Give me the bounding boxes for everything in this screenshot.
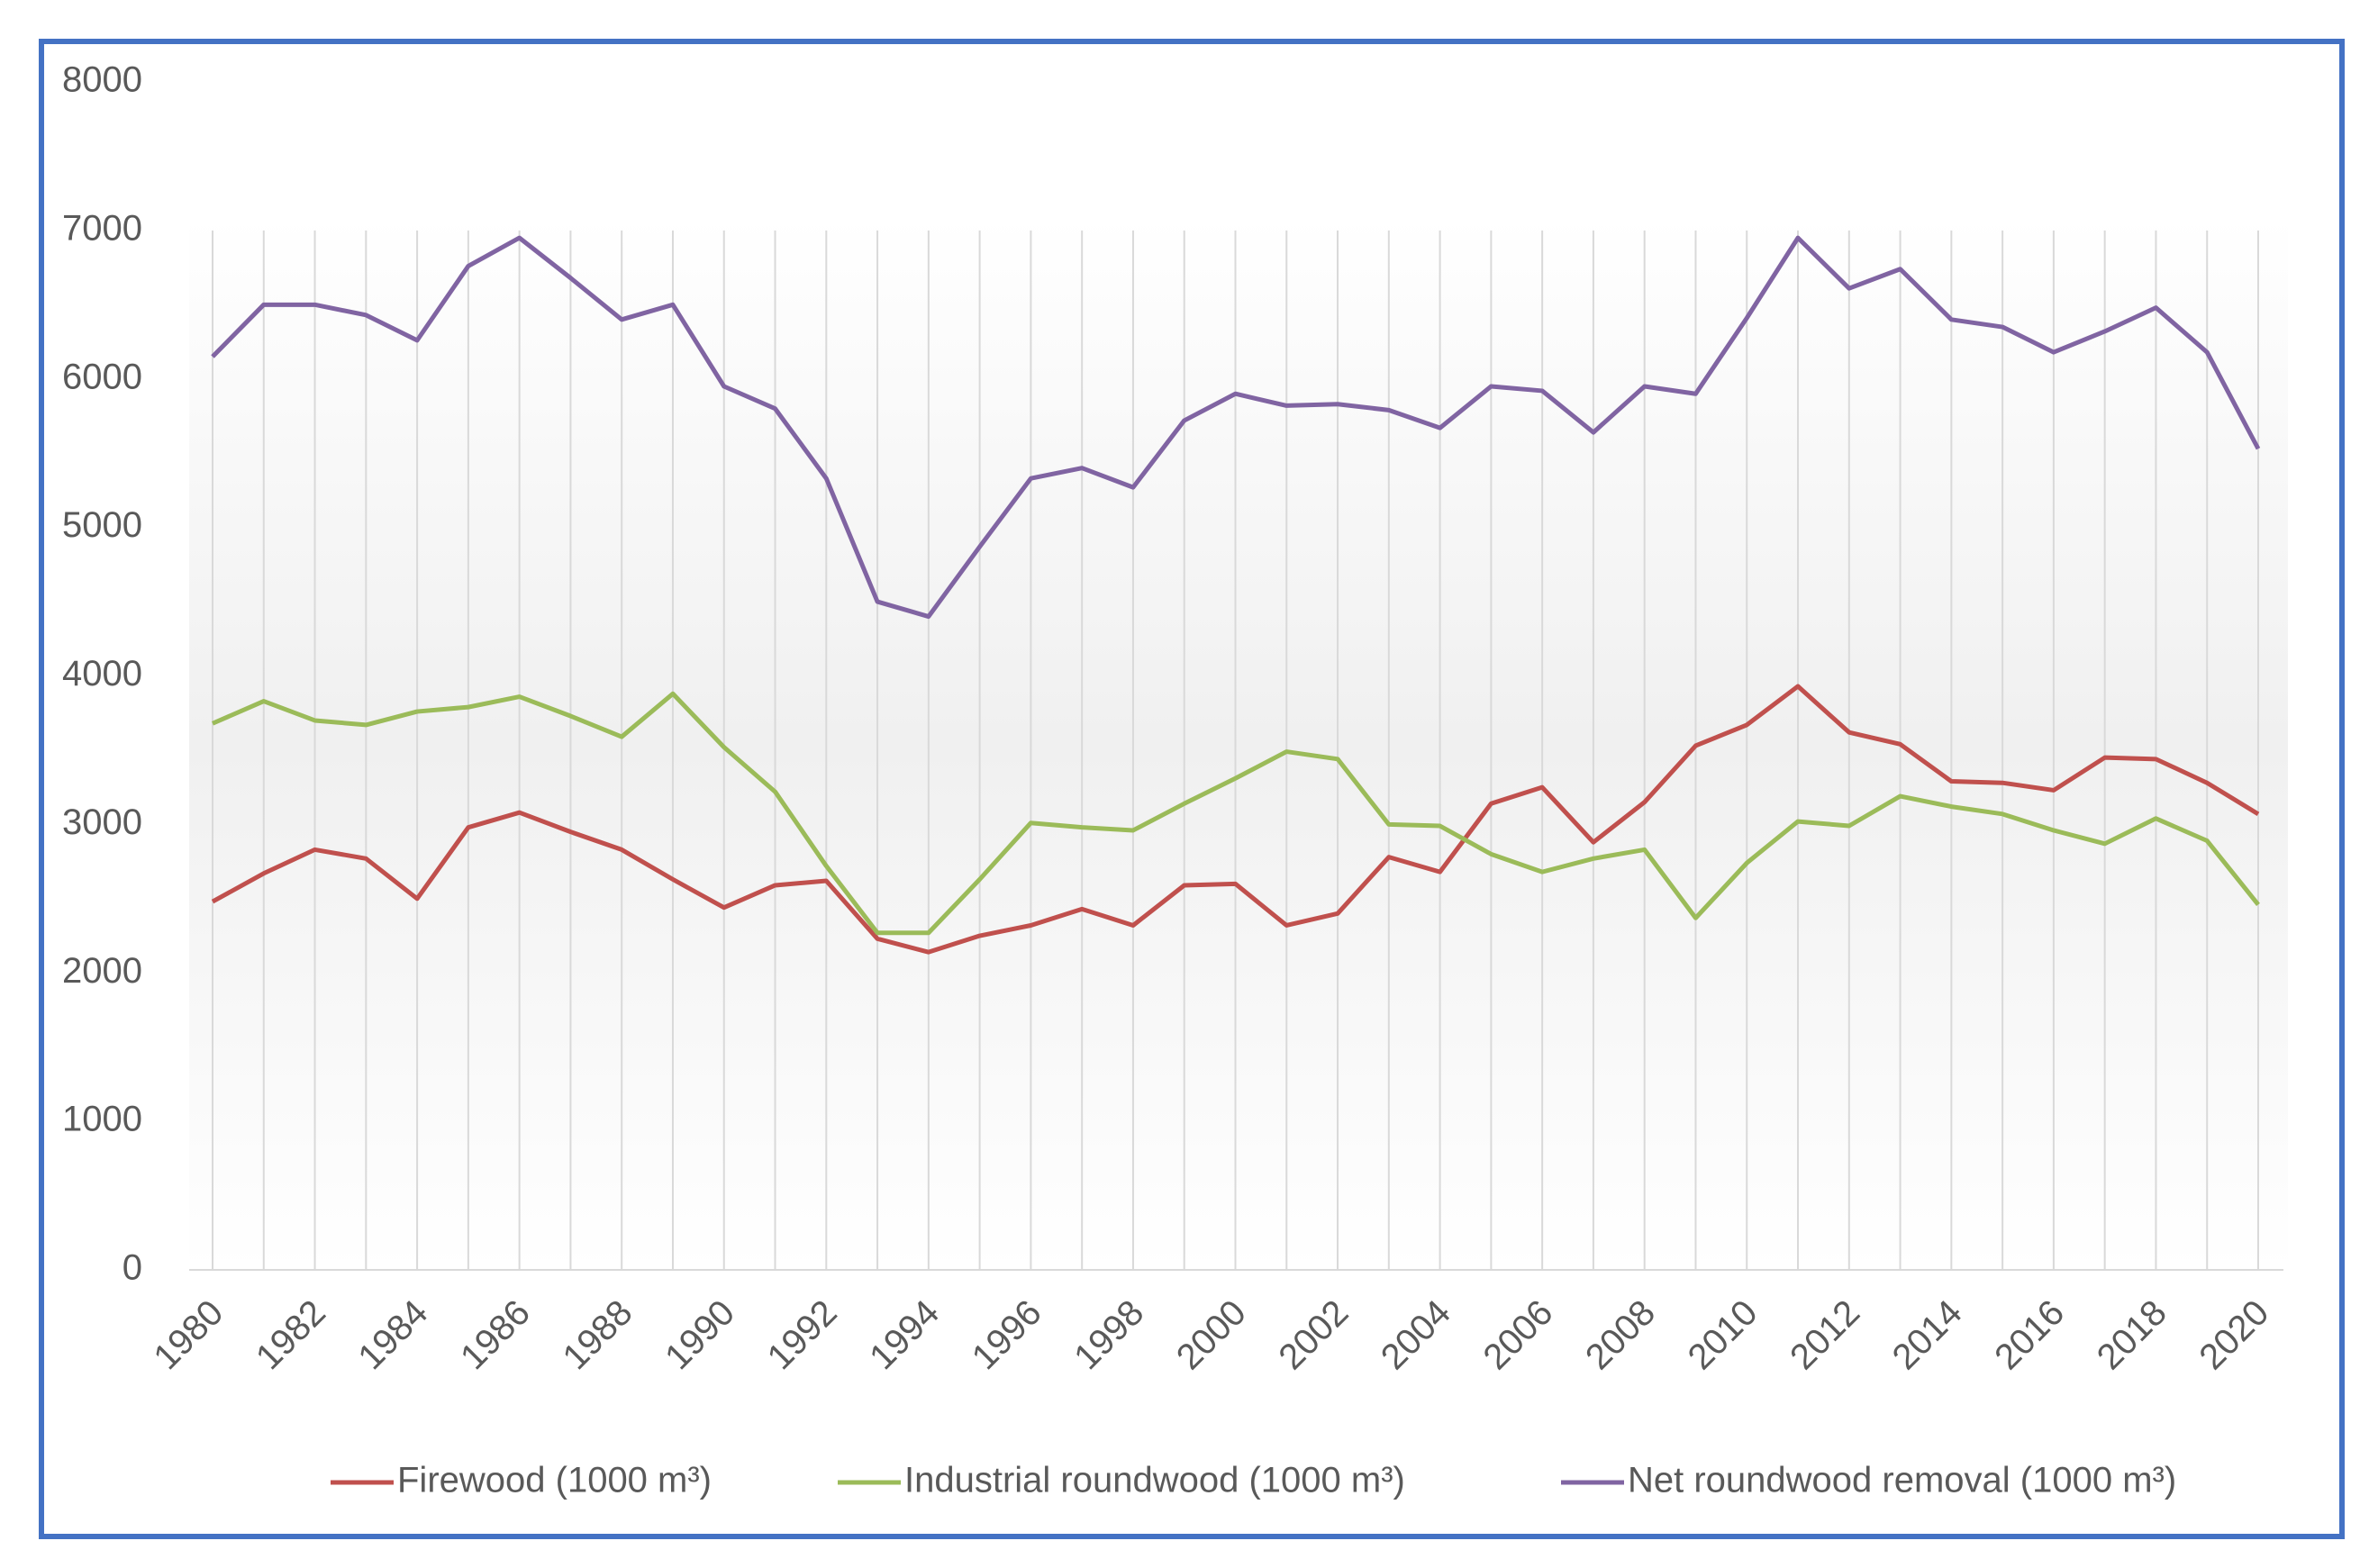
y-tick-label: 4000 (62, 654, 142, 693)
series-line (211, 684, 2260, 955)
plot-background (189, 216, 2288, 1270)
y-tick-label: 2000 (62, 951, 142, 991)
y-tick-label: 1000 (62, 1100, 142, 1139)
series-line (212, 691, 2260, 936)
legend-label: Industrial roundwood (1000 m³) (904, 1461, 1405, 1500)
legend-label: Net roundwood removal (1000 m³) (1628, 1461, 2176, 1500)
y-tick-label: 0 (123, 1248, 142, 1288)
y-tick-label: 7000 (62, 208, 142, 248)
grid (189, 230, 2283, 1271)
lines (211, 235, 2261, 955)
legend-label: Firewood (1000 m³) (397, 1461, 712, 1500)
frame (39, 39, 2345, 1539)
y-tick-label: 6000 (62, 357, 142, 396)
y-tick-label: 5000 (62, 505, 142, 545)
y-tick-label: 8000 (62, 60, 142, 100)
legend: Firewood (1000 m³) Industrial roundwood (… (331, 1461, 2176, 1500)
series-line (211, 235, 2261, 620)
y-tick-label: 3000 (62, 802, 142, 842)
